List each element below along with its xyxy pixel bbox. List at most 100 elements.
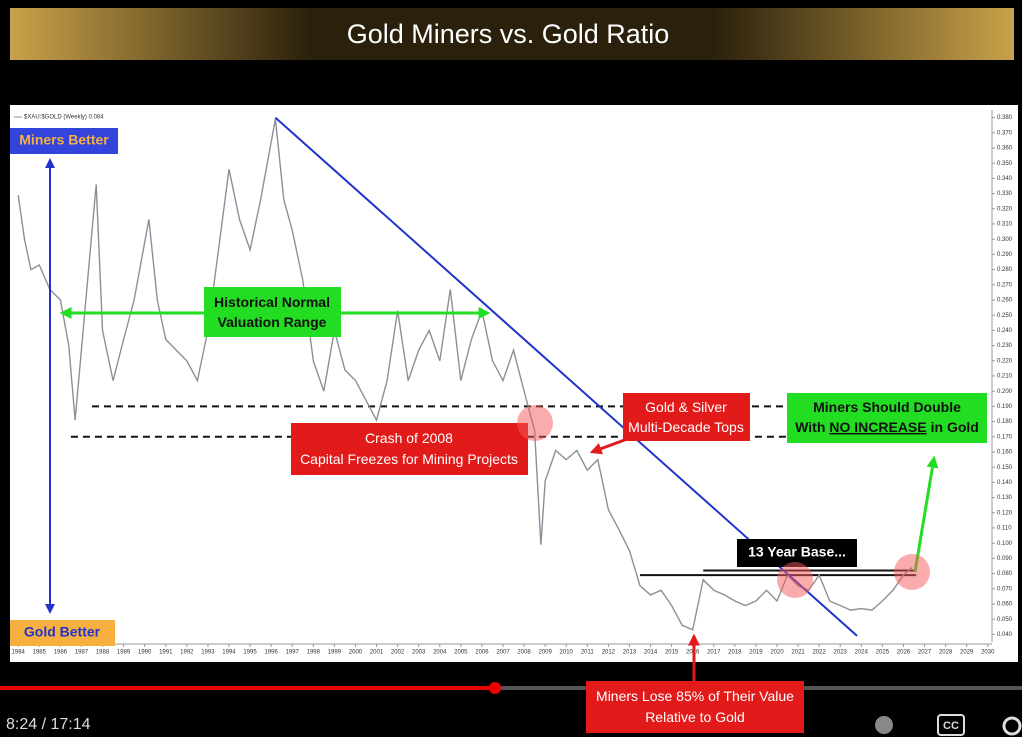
x-tick-label: 1995 xyxy=(243,650,257,656)
word: With xyxy=(795,419,825,435)
y-tick-label: 0.150 xyxy=(997,465,1013,471)
lose-label: Miners Lose 85% of Their Value Relative t… xyxy=(596,688,794,725)
y-tick-label: 0.360 xyxy=(997,146,1013,152)
y-tick-label: 0.240 xyxy=(997,328,1013,334)
x-tick-label: 2030 xyxy=(981,650,995,656)
x-tick-label: 1984 xyxy=(12,650,26,656)
y-tick-label: 0.250 xyxy=(997,313,1013,319)
y-tick-label: 0.040 xyxy=(997,632,1013,638)
y-tick-label: 0.260 xyxy=(997,298,1013,304)
label-box xyxy=(787,393,987,443)
word: in Gold xyxy=(931,419,979,435)
x-tick-label: 2022 xyxy=(812,650,826,656)
x-tick-label: 2027 xyxy=(918,650,932,656)
pause-button[interactable] xyxy=(875,716,893,734)
y-tick-label: 0.220 xyxy=(997,358,1013,364)
x-tick-label: 2029 xyxy=(960,650,974,656)
x-tick-label: 1997 xyxy=(286,650,300,656)
miners-better: Miners Better xyxy=(19,132,109,148)
x-tick-label: 2013 xyxy=(623,650,637,656)
x-tick-label: 2000 xyxy=(349,650,363,656)
x-tick-label: 2002 xyxy=(391,650,405,656)
x-tick-label: 2003 xyxy=(412,650,426,656)
x-tick-label: 2018 xyxy=(728,650,742,656)
title-bar xyxy=(10,8,1014,60)
x-tick-label: 2020 xyxy=(770,650,784,656)
y-tick-label: 0.160 xyxy=(997,450,1013,456)
x-tick-label: 2019 xyxy=(749,650,763,656)
x-tick-label: 1993 xyxy=(201,650,215,656)
progress-played[interactable] xyxy=(0,686,495,690)
y-tick-label: 0.290 xyxy=(997,252,1013,258)
cc-label: CC xyxy=(943,720,959,732)
line: Capital Freezes for Mining Projects xyxy=(300,451,518,467)
word: NO INCREASE xyxy=(829,419,926,435)
y-tick-label: 0.320 xyxy=(997,206,1013,212)
title: Gold Miners vs. Gold Ratio xyxy=(347,19,670,49)
x-tick-label: 2008 xyxy=(517,650,531,656)
x-tick-label: 2026 xyxy=(897,650,911,656)
x-tick-label: 1999 xyxy=(328,650,342,656)
line: Multi-Decade Tops xyxy=(628,419,744,435)
annotations: Miners Better Gold Better Historical Nor… xyxy=(10,128,987,646)
x-tick-label: 2006 xyxy=(475,650,489,656)
x-tick-label: 2005 xyxy=(454,650,468,656)
x-tick-label: 1991 xyxy=(159,650,173,656)
crash-label: Crash of 2008 Capital Freezes for Mining … xyxy=(300,430,518,467)
x-tick-label: 2024 xyxy=(855,650,869,656)
series-line xyxy=(17,118,913,631)
line: Gold & Silver xyxy=(645,399,727,415)
settings-button[interactable] xyxy=(1002,716,1022,736)
historical-label: Historical Normal Valuation Range xyxy=(214,294,330,330)
label-box xyxy=(623,393,750,441)
x-tick-label: 2012 xyxy=(602,650,616,656)
x-tick-label: 1990 xyxy=(138,650,152,656)
line: Valuation Range xyxy=(218,314,327,330)
y-tick-label: 0.130 xyxy=(997,495,1013,501)
x-tick-label: 2025 xyxy=(876,650,890,656)
label-box xyxy=(10,128,118,154)
x-tick-label: 2011 xyxy=(581,650,595,656)
x-tick-label: 2009 xyxy=(538,650,552,656)
y-tick-label: 0.180 xyxy=(997,419,1013,425)
x-tick-label: 1986 xyxy=(54,650,68,656)
x-tick-label: 1992 xyxy=(180,650,194,656)
arrow xyxy=(913,455,939,573)
x-tick-label: 2001 xyxy=(370,650,384,656)
cc-button[interactable] xyxy=(937,714,965,736)
y-tick-label: 0.110 xyxy=(997,526,1012,532)
chart-panel xyxy=(10,105,1018,662)
line: Historical Normal xyxy=(214,294,330,310)
y-tick-label: 0.210 xyxy=(997,374,1013,380)
y-tick-label: 0.350 xyxy=(997,161,1013,167)
x-tick-label: 1998 xyxy=(307,650,321,656)
x-tick-label: 2023 xyxy=(834,650,848,656)
y-tick-label: 0.070 xyxy=(997,586,1013,592)
y-tick-label: 0.190 xyxy=(997,404,1013,410)
y-tick-label: 0.090 xyxy=(997,556,1013,562)
x-tick-label: 1985 xyxy=(33,650,47,656)
base-label: 13 Year Base... xyxy=(748,544,846,560)
x-tick-label: 2014 xyxy=(644,650,658,656)
highlight xyxy=(517,405,553,441)
x-tick-label: 2028 xyxy=(939,650,953,656)
scrubber[interactable] xyxy=(489,682,501,694)
x-tick-label: 2007 xyxy=(496,650,510,656)
y-tick-label: 0.170 xyxy=(997,434,1013,440)
y-tick-label: 0.340 xyxy=(997,176,1013,182)
x-tick-label: 1987 xyxy=(75,650,89,656)
label-box xyxy=(204,287,341,337)
y-tick-label: 0.060 xyxy=(997,602,1013,608)
y-tick-label: 0.100 xyxy=(997,541,1013,547)
x-tick-label: 2004 xyxy=(433,650,447,656)
y-tick-label: 0.280 xyxy=(997,267,1013,273)
highlight xyxy=(777,562,813,598)
double-label: Miners Should Double With NO INCREASE in Go… xyxy=(795,399,979,435)
y-tick-label: 0.200 xyxy=(997,389,1013,395)
y-tick-label: 0.080 xyxy=(997,571,1013,577)
y-tick-label: 0.310 xyxy=(997,222,1013,228)
x-tick-label: 2017 xyxy=(707,650,721,656)
line: Miners Lose 85% of Their Value xyxy=(596,688,794,704)
